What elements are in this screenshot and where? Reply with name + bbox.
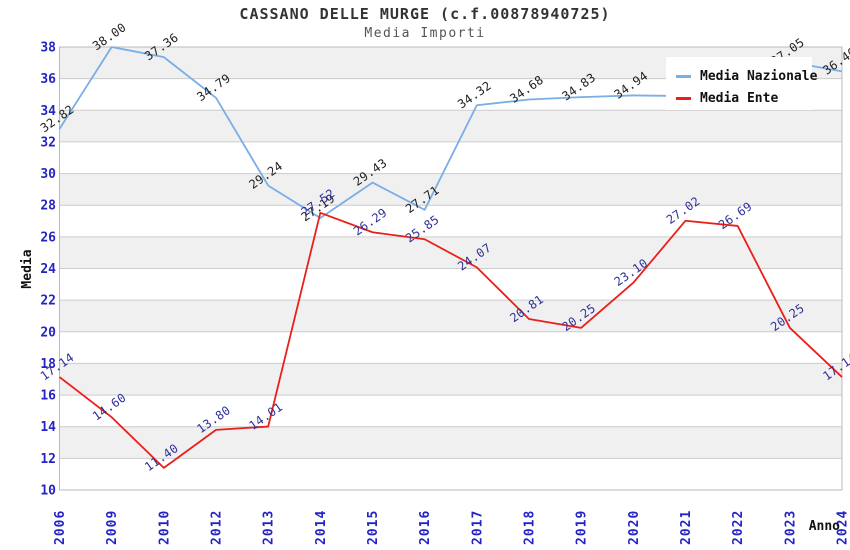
x-tick-label: 2014 [314,510,329,545]
x-tick-label: 2015 [366,510,381,545]
x-tick-label: 2006 [53,510,68,545]
y-axis-title: Media [20,249,35,288]
x-tick-label: 2013 [262,510,277,545]
y-tick-label: 20 [40,325,56,340]
legend-item-media-nazionale: Media Nazionale [676,65,817,87]
value-label: 34.32 [455,78,494,111]
chart-title: CASSANO DELLE MURGE (c.f.00878940725) [239,5,611,23]
x-tick-label: 2020 [627,510,642,545]
series-line-media-ente [58,211,843,469]
y-tick-label: 22 [40,294,56,309]
x-tick-label: 2016 [418,510,433,545]
y-tick-label: 36 [40,72,56,87]
grid-band [59,363,842,396]
x-tick-label: 2017 [470,510,485,545]
x-tick-label: 2023 [783,510,798,545]
chart-legend: Media Nazionale Media Ente [666,57,817,110]
y-tick-label: 10 [40,484,56,499]
x-tick-label: 2018 [523,510,538,545]
legend-item-media-ente: Media Ente [676,87,812,109]
legend-label-nazionale: Media Nazionale [700,68,818,84]
x-tick-label: 2009 [105,510,120,545]
grid-band [59,300,842,332]
grid-band [59,426,842,459]
legend-swatch-nazionale-icon [676,74,691,78]
grid-band [59,110,842,142]
y-tick-label: 14 [40,420,56,435]
y-tick-label: 32 [40,135,56,150]
plot-border [59,46,843,491]
y-tick-label: 38 [40,41,56,56]
legend-label-ente: Media Ente [700,90,779,106]
y-tick-label: 34 [40,104,56,119]
x-tick-label: 2021 [679,510,694,545]
y-tick-label: 12 [40,452,56,467]
x-tick-label: 2010 [157,510,172,545]
x-axis-title: Anno [809,519,840,534]
y-tick-label: 26 [40,230,56,245]
x-tick-label: 2024 [836,510,850,545]
y-tick-label: 28 [40,199,56,214]
grid-band [59,173,842,206]
x-tick-label: 2019 [575,510,590,545]
x-tick-label: 2022 [731,510,746,545]
y-tick-label: 18 [40,357,56,372]
y-tick-label: 30 [40,167,56,182]
legend-swatch-ente-icon [676,96,691,100]
y-tick-label: 16 [40,389,56,404]
chart-subtitle: Media Importi [364,26,486,41]
y-tick-label: 24 [40,262,56,277]
x-tick-label: 2012 [210,510,225,545]
